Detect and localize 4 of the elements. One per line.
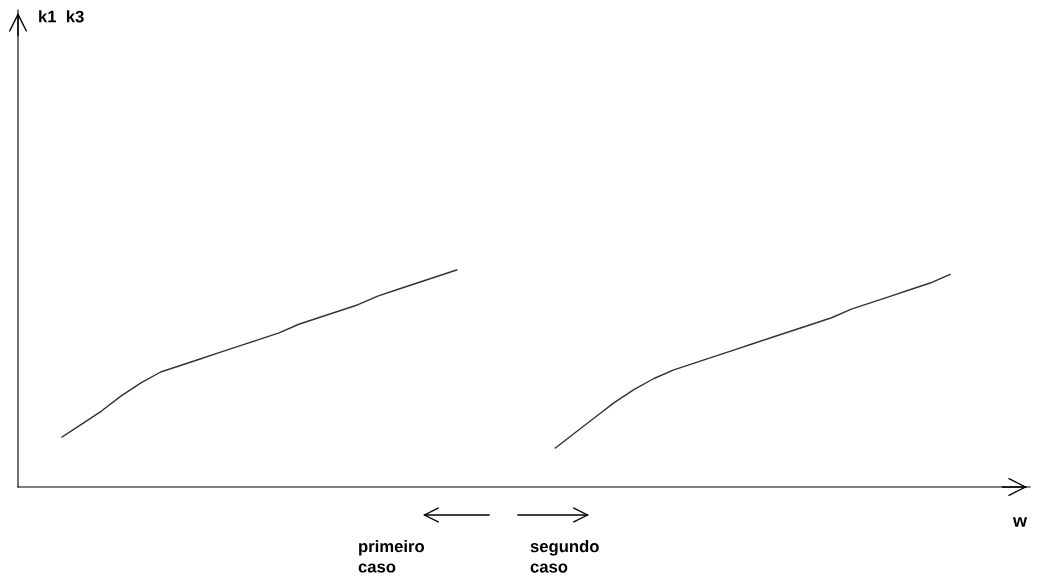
text: segundo caso [530,540,599,573]
text: primeiro caso [358,540,425,573]
x-axis-title: w [1012,517,1028,527]
text: k1 k3 [39,10,84,23]
